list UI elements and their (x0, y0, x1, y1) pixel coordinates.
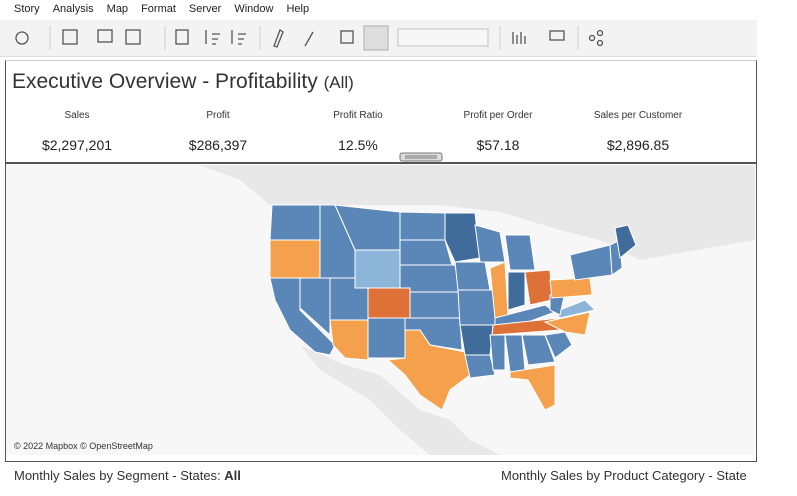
footer-left-value: All (224, 468, 241, 483)
sort-desc[interactable] (231, 30, 246, 45)
fit-dropdown[interactable] (397, 28, 489, 47)
footer-left: Monthly Sales by Segment - States: All (14, 468, 241, 483)
title-filter: (All) (323, 73, 354, 92)
presentation[interactable] (549, 30, 565, 41)
state[interactable] (399, 239, 453, 266)
map[interactable] (6, 165, 755, 455)
group[interactable] (304, 31, 314, 47)
show-me[interactable] (512, 32, 526, 44)
toolbar-icons (15, 25, 604, 51)
state[interactable] (521, 334, 556, 366)
mexico (300, 345, 500, 455)
map-attribution: © 2022 Mapbox © OpenStreetMap (14, 441, 153, 451)
footer-left-text: Monthly Sales by Segment - States: (14, 468, 225, 483)
kpi-label: Profit Ratio (333, 110, 383, 121)
state[interactable] (524, 269, 553, 306)
state[interactable] (444, 212, 481, 263)
menu-item[interactable]: Help (286, 3, 310, 15)
state[interactable] (509, 364, 556, 411)
state[interactable] (367, 317, 406, 359)
new-sheet[interactable] (62, 29, 78, 45)
state[interactable] (329, 319, 369, 361)
divider (5, 162, 756, 164)
kpi-value: $286,397 (188, 137, 248, 153)
toolbar (0, 20, 757, 57)
redo[interactable] (15, 31, 29, 45)
kpi-value: $57.18 (476, 137, 520, 153)
menu-bar: Story Analysis Map Format Server Window Help (14, 3, 309, 15)
state[interactable] (614, 224, 637, 259)
highlight[interactable] (273, 29, 284, 48)
fix-axes[interactable] (363, 25, 389, 51)
kpi-label: Profit (206, 110, 230, 121)
menu-item[interactable]: Window (234, 3, 274, 15)
state[interactable] (386, 329, 471, 411)
menu-item[interactable]: Analysis (52, 3, 94, 15)
label[interactable] (340, 30, 354, 44)
state[interactable] (354, 249, 401, 289)
menu-item[interactable]: Story (14, 3, 40, 15)
kpi-value: $2,297,201 (41, 137, 113, 153)
kpi-label: Sales per Customer (593, 110, 683, 121)
state[interactable] (459, 324, 494, 356)
footer-right: Monthly Sales by Product Category - Stat… (501, 468, 747, 483)
state[interactable] (464, 354, 496, 379)
state[interactable] (454, 261, 491, 291)
kpi-label: Profit per Order (463, 110, 533, 121)
state[interactable] (544, 331, 573, 359)
swap[interactable] (175, 29, 189, 45)
share[interactable] (588, 34, 596, 42)
clear-sheet[interactable] (125, 29, 141, 45)
state[interactable] (549, 277, 593, 299)
menu-item[interactable]: Map (106, 3, 129, 15)
state[interactable] (504, 234, 536, 271)
state[interactable] (507, 271, 526, 311)
state[interactable] (494, 304, 557, 326)
kpi-label: Sales (64, 110, 90, 121)
dashboard-title: Executive Overview - Profitability (All) (12, 70, 354, 94)
title-text: Executive Overview - Profitability (12, 70, 318, 93)
menu-item[interactable]: Server (188, 3, 222, 15)
state[interactable] (399, 264, 461, 293)
state[interactable] (554, 299, 596, 319)
state[interactable] (367, 287, 411, 319)
dashboard (5, 60, 757, 462)
resize-handle[interactable] (399, 152, 443, 162)
duplicate[interactable] (97, 29, 113, 43)
sort-asc[interactable] (205, 30, 220, 45)
state[interactable] (489, 334, 506, 371)
state[interactable] (409, 291, 461, 319)
kpi-value: $2,896.85 (606, 137, 670, 153)
state[interactable] (269, 204, 321, 241)
state[interactable] (399, 211, 446, 241)
menu-item[interactable]: Format (141, 3, 176, 15)
kpi-value: 12.5% (338, 137, 378, 153)
state[interactable] (543, 311, 591, 336)
state[interactable] (269, 239, 321, 279)
